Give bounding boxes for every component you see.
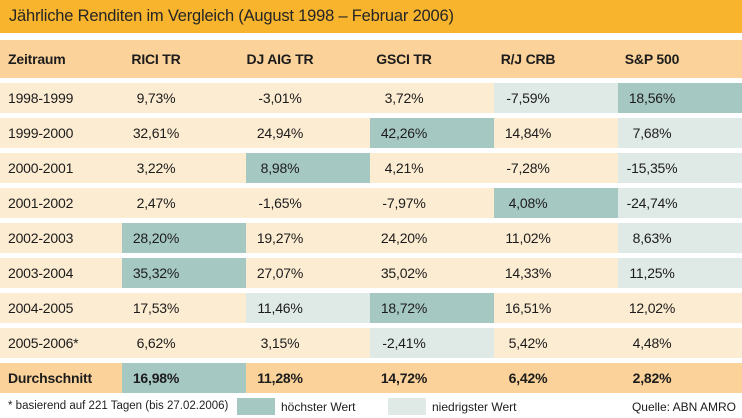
table-row: 2004-2005 17,53% 11,46% 18,72% 16,51% 12… [0, 293, 742, 323]
value-cell: 32,61% [132, 125, 180, 141]
title-bar: Jährliche Renditen im Vergleich (August … [0, 0, 742, 33]
value-cell: 14,33% [504, 265, 552, 281]
column-header-sp500: S&P 500 [624, 51, 680, 67]
highest-value-swatch [237, 398, 275, 415]
value-cell: 14,84% [504, 125, 552, 141]
value-cell: -3,01% [258, 90, 302, 106]
value-cell: 24,94% [256, 125, 304, 141]
value-cell: 35,32% [122, 258, 246, 288]
zeitraum-cell: 1999-2000 [8, 125, 74, 141]
zeitraum-cell: 2003-2004 [8, 265, 74, 281]
value-cell: 6,62% [136, 335, 176, 351]
value-cell: 8,63% [618, 223, 742, 253]
table-row: 2003-2004 35,32% 27,07% 35,02% 14,33% 11… [0, 258, 742, 288]
value-cell: 17,53% [132, 300, 180, 316]
zeitraum-cell: 2005-2006* [8, 335, 79, 351]
zeitraum-cell: 2000-2001 [8, 160, 74, 176]
value-cell: 9,73% [136, 90, 176, 106]
table-row: 2001-2002 2,47% -1,65% -7,97% 4,08% -24,… [0, 188, 742, 218]
table-row: 1999-2000 32,61% 24,94% 42,26% 14,84% 7,… [0, 118, 742, 148]
zeitraum-cell: 2001-2002 [8, 195, 74, 211]
table-header-row: Zeitraum RICI TR DJ AIG TR GSCI TR R/J C… [0, 40, 742, 78]
table-row: Durchschnitt 16,98% 11,28% 14,72% 6,42% … [0, 363, 742, 393]
value-cell: -2,41% [370, 328, 494, 358]
table-row: 1998-1999 9,73% -3,01% 3,72% -7,59% 18,5… [0, 83, 742, 113]
value-cell: 8,98% [246, 153, 370, 183]
value-cell: 5,42% [508, 335, 548, 351]
zeitraum-cell: 1998-1999 [8, 90, 74, 106]
value-cell: 7,68% [618, 118, 742, 148]
value-cell: 27,07% [256, 265, 304, 281]
value-cell: 18,56% [618, 83, 742, 113]
value-cell: 28,20% [122, 223, 246, 253]
value-cell: -15,35% [618, 153, 742, 183]
value-cell: 4,21% [384, 160, 424, 176]
value-cell: 11,28% [257, 370, 303, 386]
value-cell: 6,42% [508, 370, 548, 386]
value-cell: 19,27% [256, 230, 304, 246]
value-cell: 2,82% [632, 370, 672, 386]
legend-highest-label: höchster Wert [281, 399, 356, 414]
table-row: 2002-2003 28,20% 19,27% 24,20% 11,02% 8,… [0, 223, 742, 253]
legend-lowest-label: niedrigster Wert [432, 399, 517, 414]
value-cell: 3,22% [136, 160, 176, 176]
value-cell: -7,28% [506, 160, 550, 176]
value-cell: 3,72% [384, 90, 424, 106]
zeitraum-cell: 2004-2005 [8, 300, 74, 316]
table-row: 2005-2006* 6,62% 3,15% -2,41% 5,42% 4,48… [0, 328, 742, 358]
column-header-rjcrb: R/J CRB [500, 51, 556, 67]
value-cell: 14,72% [380, 370, 428, 386]
value-cell: 11,25% [618, 258, 742, 288]
column-header-rici: RICI TR [131, 51, 181, 67]
value-cell: -24,74% [618, 188, 742, 218]
page-title: Jährliche Renditen im Vergleich (August … [9, 7, 454, 25]
value-cell: 18,72% [370, 293, 494, 323]
column-header-zeitraum: Zeitraum [8, 51, 66, 67]
column-header-gsci: GSCI TR [376, 51, 432, 67]
legend-highest: höchster Wert [237, 398, 355, 415]
value-cell: 24,20% [380, 230, 428, 246]
value-cell: -1,65% [258, 195, 302, 211]
value-cell: 16,51% [504, 300, 552, 316]
value-cell: 4,48% [632, 335, 672, 351]
value-cell: -7,97% [382, 195, 426, 211]
zeitraum-cell: Durchschnitt [8, 370, 92, 386]
source-label: Quelle: ABN AMRO [631, 400, 736, 414]
value-cell: 12,02% [628, 300, 676, 316]
column-header-djaig: DJ AIG TR [246, 51, 314, 67]
value-cell: 4,08% [494, 188, 618, 218]
table-row: 2000-2001 3,22% 8,98% 4,21% -7,28% -15,3… [0, 153, 742, 183]
value-cell: 16,98% [122, 363, 246, 393]
legend-lowest: niedrigster Wert [388, 398, 516, 415]
value-cell: -7,59% [494, 83, 618, 113]
value-cell: 42,26% [370, 118, 494, 148]
value-cell: 11,02% [505, 230, 551, 246]
value-cell: 11,46% [246, 293, 370, 323]
zeitraum-cell: 2002-2003 [8, 230, 74, 246]
value-cell: 3,15% [260, 335, 300, 351]
footer: * basierend auf 221 Tagen (bis 27.02.200… [0, 398, 742, 416]
footnote: * basierend auf 221 Tagen (bis 27.02.200… [8, 400, 229, 412]
lowest-value-swatch [388, 398, 426, 415]
value-cell: 2,47% [136, 195, 176, 211]
table-body: 1998-1999 9,73% -3,01% 3,72% -7,59% 18,5… [0, 83, 742, 393]
value-cell: 35,02% [380, 265, 428, 281]
